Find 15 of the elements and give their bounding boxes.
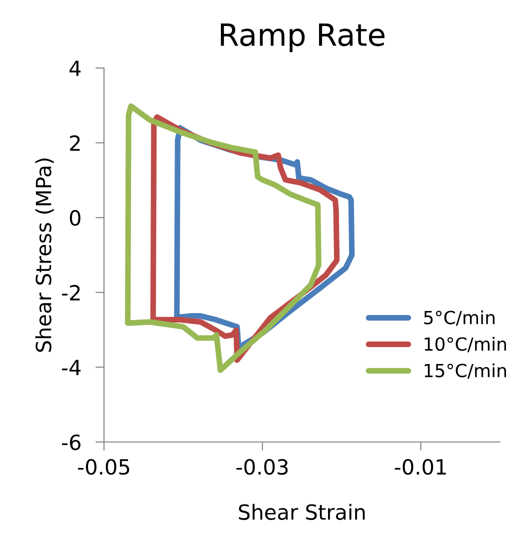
- x-axis-title: Shear Strain: [238, 504, 365, 520]
- x-tick-label: -0.03: [236, 459, 288, 475]
- legend-label: 5°C/min: [424, 310, 494, 326]
- y-tick-label: -4: [62, 360, 81, 376]
- legend-label: 15°C/min: [424, 363, 506, 379]
- chart-title: Ramp Rate: [220, 24, 384, 52]
- y-tick-label: 2: [70, 135, 80, 151]
- legend-label: 10°C/min: [424, 336, 506, 352]
- x-tick-label: -0.05: [78, 459, 130, 475]
- y-tick-label: 0: [70, 210, 80, 226]
- x-tick-label: -0.01: [394, 459, 446, 475]
- y-tick-label: -6: [62, 434, 80, 450]
- y-tick-label: 4: [70, 60, 81, 76]
- y-axis-title: Shear Stress (MPa): [35, 158, 54, 352]
- y-tick-label: -2: [62, 284, 80, 300]
